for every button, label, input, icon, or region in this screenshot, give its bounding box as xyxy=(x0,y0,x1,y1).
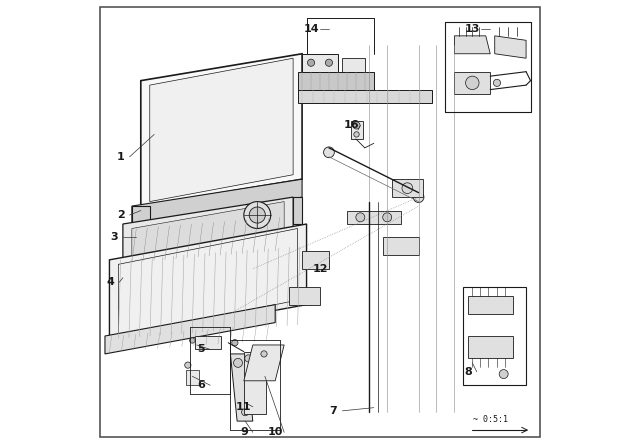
Text: 13: 13 xyxy=(465,24,480,34)
Circle shape xyxy=(261,351,267,357)
Text: 12: 12 xyxy=(312,264,328,274)
Polygon shape xyxy=(495,36,526,58)
Text: 1: 1 xyxy=(116,152,125,162)
Circle shape xyxy=(383,213,392,222)
Polygon shape xyxy=(454,36,490,54)
Circle shape xyxy=(242,409,249,416)
Polygon shape xyxy=(302,251,329,269)
Polygon shape xyxy=(105,305,275,354)
Text: 2: 2 xyxy=(116,210,125,220)
Polygon shape xyxy=(342,58,365,72)
Polygon shape xyxy=(302,54,338,72)
Text: 5: 5 xyxy=(198,345,205,354)
Circle shape xyxy=(499,370,508,379)
Polygon shape xyxy=(186,370,199,385)
Circle shape xyxy=(413,192,424,202)
Polygon shape xyxy=(293,197,302,224)
Circle shape xyxy=(402,183,413,194)
Text: 16: 16 xyxy=(344,121,359,130)
Bar xyxy=(445,22,531,112)
Circle shape xyxy=(244,355,252,362)
Circle shape xyxy=(465,76,479,90)
Bar xyxy=(463,287,526,385)
Polygon shape xyxy=(289,287,320,305)
Polygon shape xyxy=(383,237,419,255)
Text: 10: 10 xyxy=(268,427,283,437)
Circle shape xyxy=(356,213,365,222)
Polygon shape xyxy=(392,179,423,197)
Polygon shape xyxy=(132,179,302,224)
Text: 14: 14 xyxy=(303,24,319,34)
Polygon shape xyxy=(132,202,284,264)
Polygon shape xyxy=(298,90,432,103)
Text: 11: 11 xyxy=(236,402,252,412)
Text: 3: 3 xyxy=(110,233,118,242)
Circle shape xyxy=(307,59,315,66)
Polygon shape xyxy=(230,354,253,421)
Polygon shape xyxy=(150,58,293,202)
Circle shape xyxy=(325,59,333,66)
Polygon shape xyxy=(351,121,362,139)
Circle shape xyxy=(185,362,191,368)
Polygon shape xyxy=(454,72,490,94)
Polygon shape xyxy=(347,211,401,224)
Polygon shape xyxy=(298,72,374,90)
Circle shape xyxy=(189,338,195,343)
Polygon shape xyxy=(123,197,293,260)
Circle shape xyxy=(353,122,360,129)
Circle shape xyxy=(324,147,334,158)
Text: ~ 0:5:1: ~ 0:5:1 xyxy=(473,415,508,424)
Polygon shape xyxy=(468,296,513,314)
Polygon shape xyxy=(141,54,302,206)
Text: 6: 6 xyxy=(197,380,205,390)
Polygon shape xyxy=(109,224,307,340)
Text: 7: 7 xyxy=(330,406,337,416)
Polygon shape xyxy=(244,352,266,414)
Circle shape xyxy=(354,132,359,137)
Circle shape xyxy=(261,367,267,372)
Polygon shape xyxy=(244,345,284,381)
Text: 9: 9 xyxy=(240,427,248,437)
Polygon shape xyxy=(468,336,513,358)
Polygon shape xyxy=(132,206,150,242)
Text: 8: 8 xyxy=(464,367,472,377)
Polygon shape xyxy=(150,211,293,251)
Text: 4: 4 xyxy=(106,277,115,287)
Circle shape xyxy=(234,358,243,367)
Circle shape xyxy=(232,340,238,346)
Circle shape xyxy=(493,79,500,86)
Polygon shape xyxy=(195,336,221,349)
Circle shape xyxy=(259,364,269,375)
Circle shape xyxy=(249,207,266,223)
Circle shape xyxy=(244,202,271,228)
